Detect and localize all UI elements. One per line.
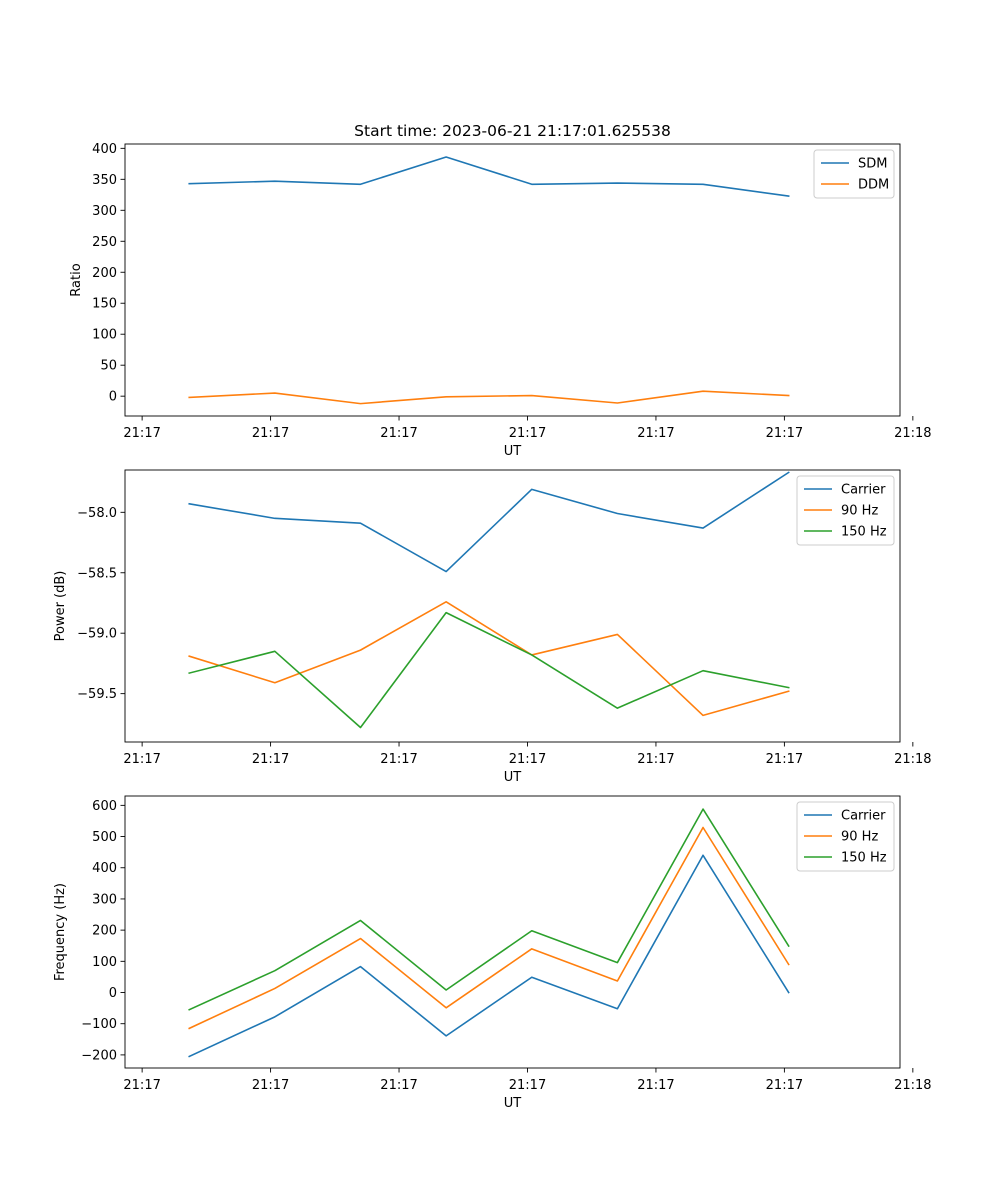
- plot-frame: [124, 469, 901, 743]
- y-tick-label: 250: [92, 235, 117, 250]
- legend: Carrier 90 Hz 150 Hz: [796, 475, 895, 546]
- x-tick-label: 21:17: [380, 752, 417, 767]
- legend-label: SDM: [858, 157, 887, 172]
- y-tick-label: 100: [92, 955, 117, 970]
- x-tick-label: 21:17: [123, 1078, 160, 1093]
- x-tick-label: 21:17: [252, 1078, 289, 1093]
- y-tick-label: 50: [100, 359, 117, 374]
- y-tick-label: −58.0: [77, 506, 117, 521]
- subplot-2: 21:17 21:17 21:17 21:17 21:17 21:17 21:18 −58.0…: [53, 469, 932, 785]
- legend-label: 150 Hz: [841, 525, 887, 540]
- x-tick-label: 21:17: [380, 426, 417, 441]
- x-tick-label: 21:17: [766, 426, 803, 441]
- series-line-90-hz: [188, 826, 790, 1030]
- subplots: 21:17 21:17 21:17 21:17 21:17 21:17 21:18 0 50 10…: [53, 142, 932, 1111]
- y-axis-label: Frequency (Hz): [53, 883, 68, 981]
- legend-box: [796, 801, 895, 872]
- x-tick-label: 21:17: [252, 426, 289, 441]
- series-line-90-hz: [188, 600, 790, 717]
- x-axis-label: UT: [504, 1096, 522, 1111]
- legend-label: Carrier: [841, 483, 886, 498]
- x-tick-label: 21:17: [380, 1078, 417, 1093]
- x-axis-label: UT: [504, 444, 522, 459]
- x-tick-label: 21:17: [637, 426, 674, 441]
- plot-frame: [124, 795, 901, 1069]
- series-line-carrier: [188, 471, 790, 573]
- y-tick-label: 300: [92, 892, 117, 907]
- figure-title: Start time: 2023-06-21 21:17:01.625538: [354, 122, 671, 140]
- x-tick-label: 21:17: [123, 752, 160, 767]
- series-line-150-hz: [188, 611, 790, 729]
- x-tick-label: 21:17: [766, 1078, 803, 1093]
- y-tick-label: −200: [81, 1048, 117, 1063]
- y-tick-label: −59.0: [77, 627, 117, 642]
- series-line-carrier: [188, 854, 790, 1058]
- y-tick-label: 350: [92, 173, 117, 188]
- x-tick-label: 21:17: [509, 426, 546, 441]
- subplot-3: 21:17 21:17 21:17 21:17 21:17 21:17 21:18 −200 −…: [53, 795, 932, 1111]
- legend-label: 90 Hz: [841, 830, 878, 845]
- y-tick-label: 500: [92, 830, 117, 845]
- y-axis-label: Power (dB): [53, 571, 68, 642]
- series-line-150-hz: [188, 808, 790, 1011]
- y-tick-label: 600: [92, 799, 117, 814]
- x-tick-label: 21:18: [894, 1078, 931, 1093]
- plot-frame: [124, 143, 901, 417]
- x-tick-label: 21:17: [637, 1078, 674, 1093]
- x-tick-label: 21:17: [637, 752, 674, 767]
- x-tick-label: 21:18: [894, 426, 931, 441]
- series-line-ddm: [188, 390, 790, 405]
- y-tick-label: 0: [109, 986, 117, 1001]
- legend-label: 150 Hz: [841, 851, 887, 866]
- x-tick-label: 21:17: [509, 752, 546, 767]
- y-tick-label: 400: [92, 142, 117, 157]
- y-tick-label: 200: [92, 924, 117, 939]
- x-tick-label: 21:17: [123, 426, 160, 441]
- y-tick-label: 0: [109, 390, 117, 405]
- legend: SDM DDM: [813, 149, 895, 199]
- legend-label: DDM: [858, 178, 889, 193]
- y-tick-label: −100: [81, 1017, 117, 1032]
- x-tick-label: 21:17: [766, 752, 803, 767]
- x-tick-label: 21:17: [509, 1078, 546, 1093]
- legend-label: Carrier: [841, 809, 886, 824]
- y-axis-label: Ratio: [69, 263, 84, 296]
- y-tick-label: 100: [92, 328, 117, 343]
- x-axis-label: UT: [504, 770, 522, 785]
- y-tick-label: 300: [92, 204, 117, 219]
- subplot-1: 21:17 21:17 21:17 21:17 21:17 21:17 21:18 0 50 10…: [69, 142, 932, 459]
- legend-box: [813, 149, 895, 199]
- y-tick-label: 150: [92, 297, 117, 312]
- legend-label: 90 Hz: [841, 504, 878, 519]
- x-tick-label: 21:17: [252, 752, 289, 767]
- y-tick-label: −59.5: [77, 687, 117, 702]
- y-tick-label: 200: [92, 266, 117, 281]
- series-line-sdm: [188, 156, 790, 197]
- y-tick-label: 400: [92, 861, 117, 876]
- x-tick-label: 21:18: [894, 752, 931, 767]
- legend-box: [796, 475, 895, 546]
- y-tick-label: −58.5: [77, 566, 117, 581]
- legend: Carrier 90 Hz 150 Hz: [796, 801, 895, 872]
